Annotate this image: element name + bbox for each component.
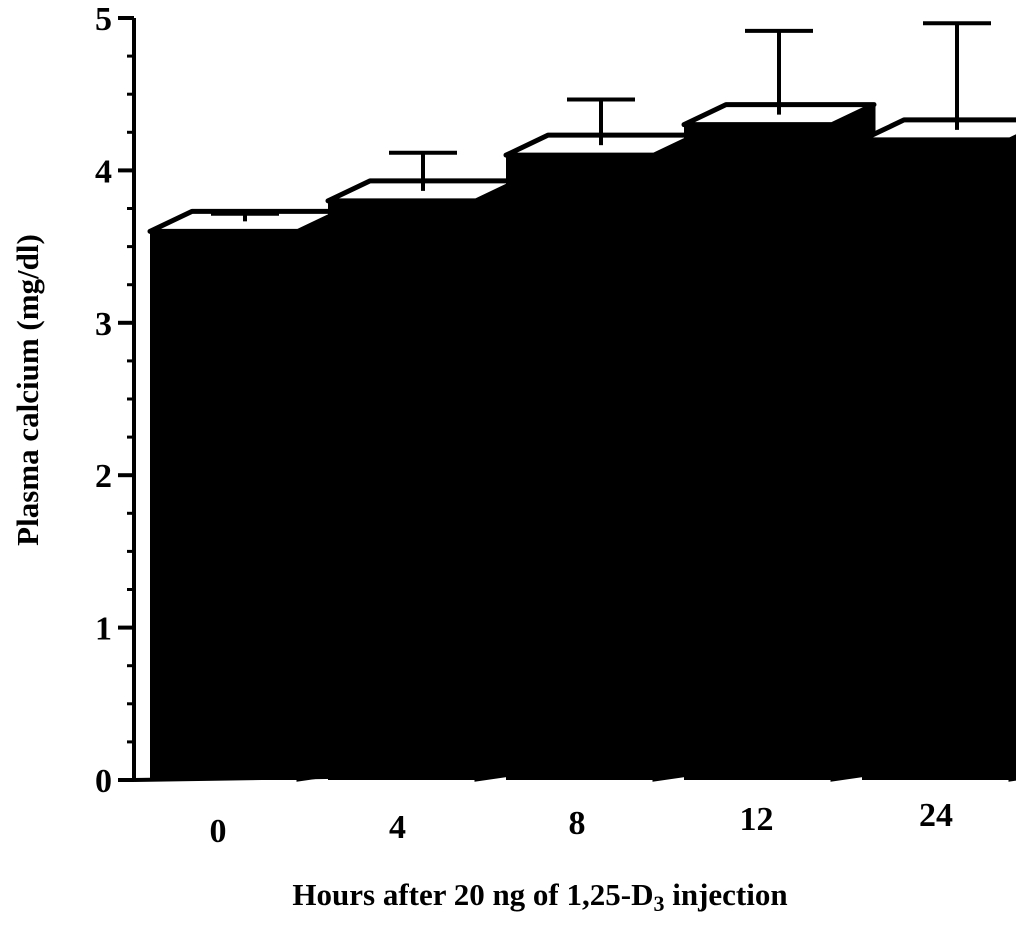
- x-tick-label: 8: [569, 805, 586, 842]
- x-axis-title-subscript: 3: [653, 891, 664, 916]
- y-axis-title: Plasma calcium (mg/dl): [10, 234, 45, 546]
- bar: [506, 155, 654, 780]
- x-axis-title: Hours after 20 ng of 1,25-D3 injection: [292, 877, 787, 916]
- x-tick-label: 0: [210, 813, 227, 850]
- y-tick-label: 1: [95, 611, 112, 648]
- y-tick-label: 5: [95, 1, 112, 38]
- bars: [147, 21, 1016, 782]
- bar-side: [1008, 135, 1016, 782]
- bar: [862, 139, 1010, 781]
- bar-top: [859, 117, 1016, 143]
- y-tick-label: 4: [95, 153, 112, 190]
- x-axis: 0 4 8 12 24: [210, 797, 954, 850]
- bar: [684, 124, 832, 781]
- y-tick-label: 2: [95, 458, 112, 495]
- bar: [328, 200, 476, 780]
- x-axis-title-end: injection: [664, 877, 787, 912]
- bar: [150, 231, 298, 781]
- y-tick-label: 3: [95, 306, 112, 343]
- x-tick-label: 4: [389, 809, 406, 846]
- x-tick-label: 12: [740, 801, 774, 838]
- x-tick-label: 24: [919, 797, 953, 834]
- y-tick-label: 0: [95, 763, 112, 800]
- x-axis-title-main: Hours after 20 ng of 1,25-D: [292, 877, 653, 912]
